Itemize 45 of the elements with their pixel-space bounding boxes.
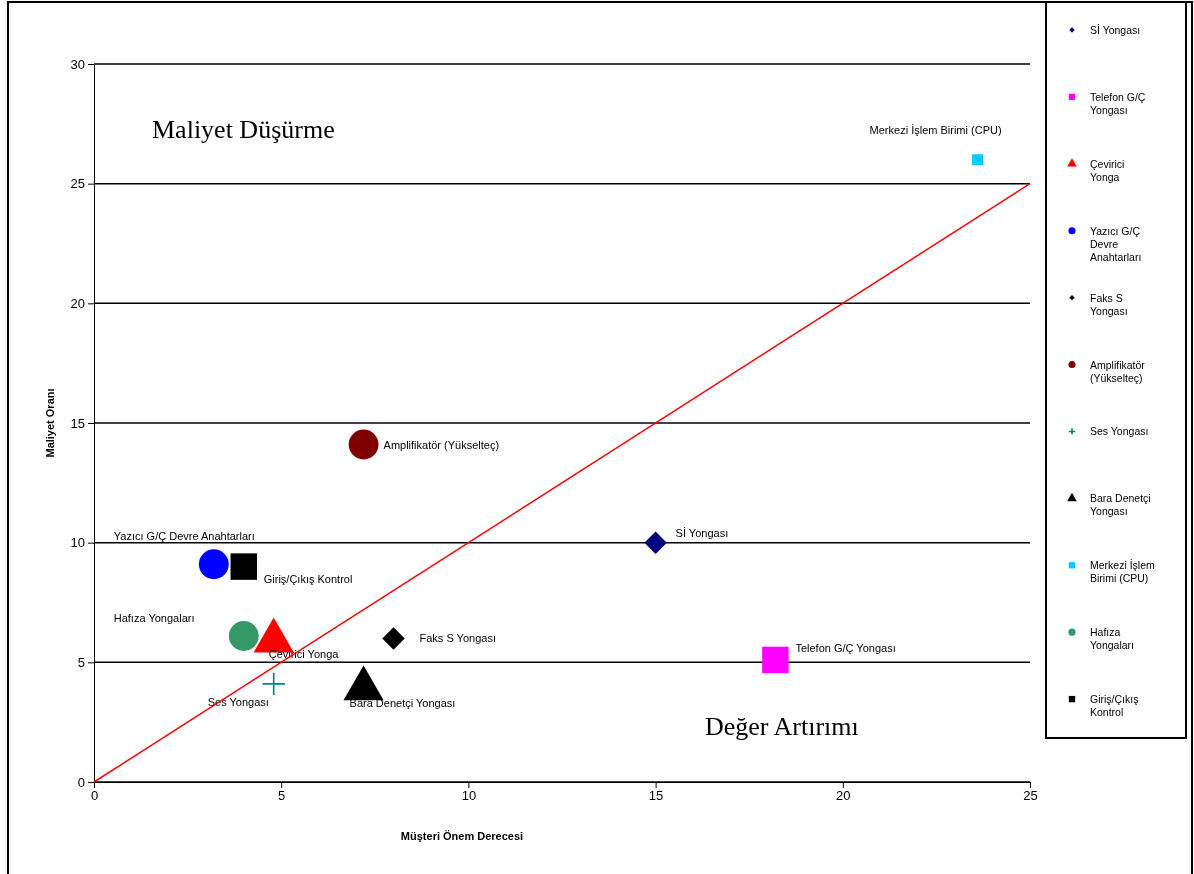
x-tick-label: 0 xyxy=(90,788,99,804)
point xyxy=(644,531,667,554)
legend-label: Giriş/Çıkış Kontrol xyxy=(1090,693,1139,719)
x-axis-title: Müşteri Önem Derecesi xyxy=(400,830,524,842)
x-tick-label: 20 xyxy=(836,788,851,804)
legend-label: Merkezi İşlem Birimi (CPU) xyxy=(1090,559,1156,585)
y-tick-label: 5 xyxy=(77,654,85,670)
point xyxy=(348,429,379,460)
text: Yazıcı G/Ç Devre Anahtarları xyxy=(113,530,255,543)
x-tick-label: 10 xyxy=(461,788,477,804)
annotation: Değer Artırımı xyxy=(705,712,859,741)
text: Faks S Yongası xyxy=(419,632,496,645)
point xyxy=(198,549,229,580)
text: Sİ Yongası xyxy=(675,526,729,539)
legend-label: Sİ Yongası xyxy=(1090,24,1141,36)
y-tick-label: 25 xyxy=(70,176,85,192)
y-tick-label: 10 xyxy=(70,535,85,551)
legend-label: Ses Yongası xyxy=(1090,425,1149,438)
text: Amplifikatör (Yükselteç) xyxy=(383,438,500,451)
x-tick-label: 15 xyxy=(648,788,664,804)
annotation: Maliyet Düşürme xyxy=(152,115,335,144)
x-tick-label: 5 xyxy=(278,788,286,804)
text: Telefon G/Ç Yongası xyxy=(795,641,896,654)
y-tick-label: 20 xyxy=(70,295,85,311)
y-tick-label: 30 xyxy=(70,56,85,72)
y-axis-title: Maliyet Oranı xyxy=(44,388,56,458)
text: Merkezi İşlem Birimi (CPU) xyxy=(869,123,1002,136)
point xyxy=(382,627,405,650)
point xyxy=(262,672,285,696)
text: Giriş/Çıkış Kontrol xyxy=(263,572,353,585)
legend-label: Telefon G/Ç Yongası xyxy=(1090,90,1146,116)
legend-label: Çevirici Yonga xyxy=(1090,157,1125,183)
point xyxy=(972,154,984,166)
y-tick-label: 0 xyxy=(77,774,85,790)
legend-label: Yazıcı G/Ç Devre Anahtarları xyxy=(1090,224,1142,263)
legend-label: Hafıza Yongaları xyxy=(1090,626,1134,652)
legend-label: Bara Denetçi Yongası xyxy=(1090,492,1151,518)
point xyxy=(228,621,259,651)
point xyxy=(762,646,789,674)
text: Hafıza Yongaları xyxy=(113,612,195,625)
point xyxy=(230,553,257,580)
y-tick-label: 15 xyxy=(70,415,85,431)
legend-label: Amplifikatör (Yükselteç) xyxy=(1090,358,1146,384)
x-tick-label: 25 xyxy=(1023,788,1038,804)
legend-label: Faks S Yongası xyxy=(1090,291,1128,317)
